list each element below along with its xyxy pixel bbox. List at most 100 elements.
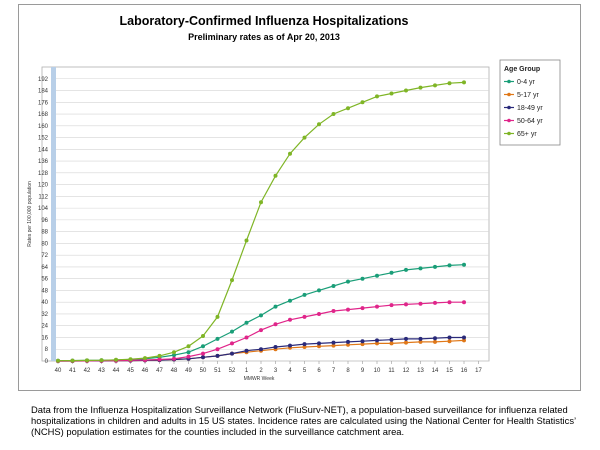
data-point: [186, 354, 191, 359]
data-point: [201, 351, 205, 356]
data-point: [288, 151, 292, 156]
data-point: [288, 317, 292, 322]
x-tick-label: 52: [229, 368, 236, 374]
y-axis-bar: [51, 67, 56, 361]
y-tick-label: 80: [41, 241, 48, 247]
x-tick-label: 17: [475, 368, 482, 374]
data-point: [230, 329, 234, 334]
data-point: [244, 320, 249, 325]
legend-swatch-dot: [507, 105, 511, 110]
data-point: [331, 343, 336, 348]
data-point: [433, 264, 437, 269]
data-point: [317, 344, 321, 349]
data-point: [172, 356, 176, 361]
x-tick-label: 43: [98, 368, 105, 374]
legend-label: 5-17 yr: [517, 92, 539, 99]
data-point: [404, 340, 408, 345]
data-point: [172, 353, 176, 358]
chart-subtitle: Preliminary rates as of Apr 20, 2013: [188, 32, 340, 42]
x-tick-label: 14: [432, 368, 439, 374]
data-point: [215, 347, 220, 352]
data-point: [259, 328, 263, 333]
data-point: [186, 350, 191, 355]
chart-frame: Laboratory-Confirmed Influenza Hospitali…: [18, 4, 581, 391]
y-tick-label: 136: [38, 159, 49, 165]
data-point: [433, 336, 437, 341]
chart-title: Laboratory-Confirmed Influenza Hospitali…: [120, 14, 409, 28]
legend-item: 65+ yr: [504, 131, 537, 138]
y-tick-label: 0: [45, 359, 49, 365]
data-point: [404, 336, 408, 341]
x-axis-label: MMWR Week: [244, 376, 275, 382]
x-tick-label: 48: [171, 368, 178, 374]
data-point: [302, 135, 307, 140]
legend-items: 0-4 yr 5-17 yr 18-49 yr 50-64 yr 65+ yr: [504, 79, 543, 138]
data-point: [447, 263, 452, 268]
y-tick-label: 104: [38, 206, 49, 212]
data-point: [56, 358, 60, 363]
data-point: [143, 356, 147, 361]
data-point: [447, 300, 452, 305]
data-point: [389, 91, 394, 96]
y-tick-label: 112: [38, 194, 48, 200]
data-point: [346, 307, 350, 312]
legend-title: Age Group: [504, 66, 540, 73]
data-point: [360, 342, 365, 347]
x-tick-label: 40: [55, 368, 62, 374]
x-tick-label: 2: [259, 368, 263, 374]
data-point: [360, 276, 365, 281]
data-point: [302, 292, 307, 297]
data-point: [360, 100, 365, 105]
data-point: [375, 304, 379, 309]
data-point: [244, 348, 249, 353]
data-point: [172, 350, 176, 355]
data-point: [273, 322, 278, 327]
x-tick-label: 11: [388, 368, 395, 374]
data-point: [389, 341, 394, 346]
y-tick-label: 40: [41, 300, 48, 306]
x-tick-label: 8: [346, 368, 350, 374]
data-point: [462, 80, 466, 85]
x-tick-label: 49: [185, 368, 192, 374]
data-point: [230, 278, 234, 283]
data-point: [215, 314, 220, 319]
data-point: [360, 306, 365, 311]
y-tick-label: 144: [38, 147, 49, 153]
y-tick-label: 128: [38, 171, 49, 177]
data-point: [259, 313, 263, 318]
legend-label: 65+ yr: [517, 131, 537, 138]
data-point: [404, 267, 408, 272]
data-point: [288, 343, 292, 348]
x-tick-label: 44: [113, 368, 120, 374]
x-tick-label: 10: [374, 368, 381, 374]
data-point: [418, 85, 423, 90]
x-tick-label: 5: [303, 368, 307, 374]
series-lines: [56, 80, 466, 363]
y-tick-label: 72: [41, 253, 48, 259]
data-point: [273, 304, 278, 309]
y-tick-label: 96: [41, 218, 48, 224]
data-point: [186, 344, 191, 349]
data-point: [114, 357, 118, 362]
legend-swatch-dot: [507, 92, 511, 97]
data-point: [375, 338, 379, 343]
data-point: [317, 341, 321, 346]
legend-label: 50-64 yr: [517, 118, 543, 125]
x-tick-label: 1: [245, 368, 249, 374]
data-point: [346, 339, 350, 344]
data-point: [433, 339, 437, 344]
x-tick-labels: 40 41 42 43 44 45 46 47 48 49 50 51 52 1 2 3 4 5 6 7 8 9 10 11 1…: [55, 361, 482, 374]
data-point: [157, 357, 162, 362]
data-point: [404, 302, 408, 307]
data-point: [302, 345, 307, 349]
data-point: [418, 336, 423, 341]
data-point: [331, 309, 336, 313]
data-point: [128, 357, 133, 362]
data-point: [447, 339, 452, 344]
data-point: [331, 112, 336, 116]
y-axis-label: Rates per 100,000 population: [27, 181, 33, 247]
caption: Data from the Influenza Hospitalization …: [31, 404, 576, 438]
y-tick-label: 16: [41, 335, 48, 341]
y-tick-labels: 0 8 16 24 32 40 48 56 64 72 80 88 96 104 112 120 128 136 1…: [38, 77, 49, 365]
x-tick-label: 50: [200, 368, 207, 374]
